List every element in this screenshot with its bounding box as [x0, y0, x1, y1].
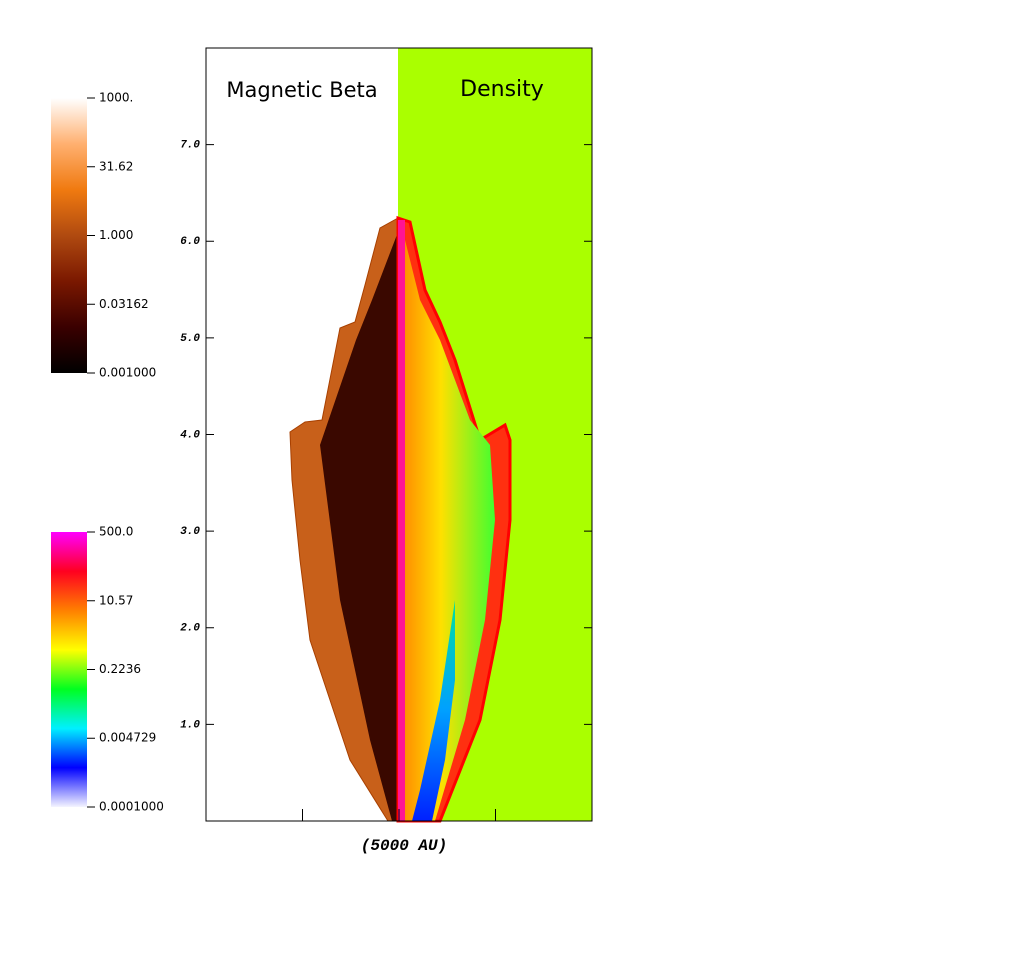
colorbar-tick-label: 500.0	[99, 525, 133, 539]
y-tick-label: 2.0	[180, 623, 200, 635]
colorbar-tick-label: 1000.	[99, 91, 133, 105]
panel-title: Density	[460, 77, 544, 102]
colorbar-tick-label: 0.03162	[99, 297, 149, 311]
y-tick-label: 3.0	[180, 526, 200, 538]
colorbar-tick-label: 0.2236	[99, 662, 141, 676]
colorbar-tick-label: 0.004729	[99, 731, 156, 745]
colorbar	[51, 98, 87, 373]
colorbar-tick-label: 1.000	[99, 228, 133, 242]
y-tick-label: 1.0	[180, 719, 200, 731]
y-tick-label: 5.0	[180, 333, 200, 345]
y-tick-label: 4.0	[180, 429, 200, 441]
colorbar-tick-label: 10.57	[99, 593, 133, 607]
panel-title: Magnetic Beta	[226, 78, 377, 102]
y-tick-label: 6.0	[180, 236, 200, 248]
y-tick-label: 7.0	[180, 140, 200, 152]
colorbar-tick-label: 0.001000	[99, 366, 156, 380]
colorbar-tick-label: 31.62	[99, 159, 133, 173]
colorbar	[51, 532, 87, 807]
x-axis-label: (5000 AU)	[361, 837, 447, 855]
colorbar-tick-label: 0.0001000	[99, 800, 164, 814]
plot-image	[206, 48, 592, 823]
